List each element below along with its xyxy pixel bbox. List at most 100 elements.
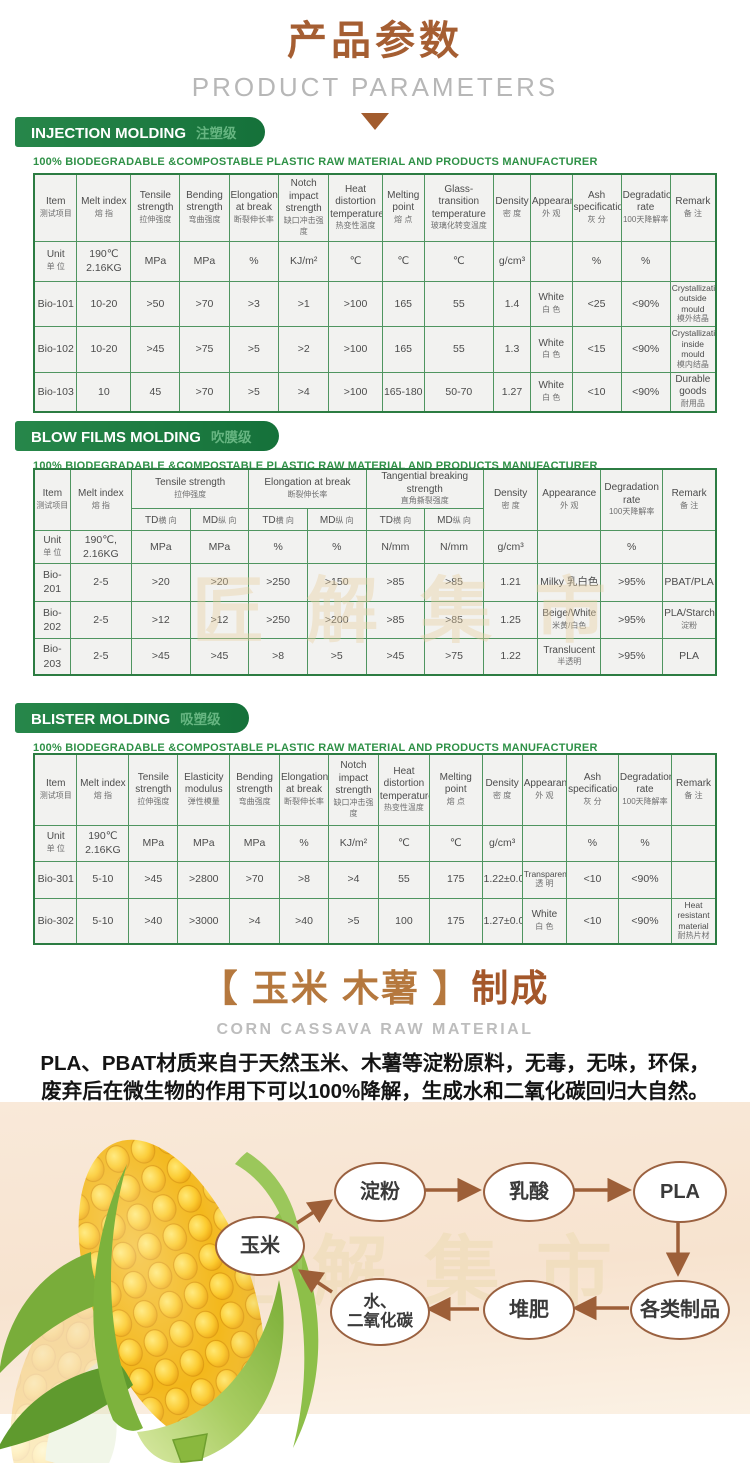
table-cell: Tensile strength 拉伸强度 bbox=[130, 173, 181, 242]
table-cell: >95% bbox=[600, 562, 664, 602]
table-cell: >45 bbox=[189, 637, 250, 676]
table-cell: Bio-102 bbox=[33, 326, 78, 373]
table-cell: % bbox=[600, 529, 664, 564]
table-cell bbox=[537, 529, 602, 564]
table-cell: >20 bbox=[131, 562, 191, 602]
table-cell: >75 bbox=[179, 326, 230, 373]
table-cell: <10 bbox=[571, 371, 622, 413]
corn-illustration bbox=[0, 1139, 319, 1463]
flow-node-pla: PLA bbox=[633, 1161, 727, 1223]
table-cell: Tangential breaking strength 直角撕裂强度 bbox=[365, 468, 484, 509]
section-tagline: 100% BIODEGRADABLE &COMPOSTABLE PLASTIC … bbox=[33, 156, 598, 168]
table-cell: Tensile strength 拉伸强度 bbox=[128, 753, 179, 826]
section-badge-en: BLISTER MOLDING bbox=[31, 711, 171, 728]
material-title: 【 玉米 木薯 】制成 bbox=[0, 958, 750, 1012]
table-cell: Unit 单 位 bbox=[33, 824, 78, 862]
table-cell: % bbox=[617, 824, 673, 862]
flow-node-lactic: 乳酸 bbox=[483, 1162, 575, 1222]
table-cell: % bbox=[228, 240, 280, 282]
corn-cob bbox=[78, 1139, 265, 1446]
table-cell bbox=[669, 240, 717, 282]
section-injection-molding: INJECTION MOLDING 注塑级 100% BIODEGRADABLE … bbox=[15, 117, 598, 168]
table-cell: MPa bbox=[179, 240, 230, 282]
flow-node-starch: 淀粉 bbox=[334, 1162, 426, 1222]
table-cell: 1.22±0.03 bbox=[481, 860, 523, 899]
blow-films-molding-table: Item 测试项目 Melt index 熔 指 Tensile strength 拉伸强… bbox=[33, 468, 717, 677]
table-cell: Bio-103 bbox=[33, 371, 78, 413]
table-cell: 55 bbox=[377, 860, 431, 899]
table-cell: PLA/Starch 淀粉 bbox=[662, 600, 717, 639]
table-cell: >12 bbox=[189, 600, 250, 639]
table-cell: % bbox=[306, 529, 367, 564]
table-cell: TD横 向 bbox=[131, 507, 191, 531]
table-cell: MPa bbox=[131, 529, 191, 564]
table-cell: >5 bbox=[328, 897, 379, 945]
table-cell: >100 bbox=[328, 280, 383, 328]
table-cell: TD横 向 bbox=[365, 507, 426, 531]
table-cell: 100 bbox=[377, 897, 431, 945]
table-cell: <15 bbox=[571, 326, 622, 373]
table-cell: >70 bbox=[179, 371, 230, 413]
table-cell: 190℃ 2.16KG bbox=[76, 824, 130, 862]
table-cell: MPa bbox=[130, 240, 181, 282]
table-cell bbox=[529, 240, 573, 282]
table-cell: ℃ bbox=[377, 824, 431, 862]
table-cell: Elasticity modulus 弹性模量 bbox=[177, 753, 231, 826]
table-cell: >20 bbox=[189, 562, 250, 602]
page-title-cn: 产品参数 bbox=[287, 19, 463, 63]
table-cell: Remark 备 注 bbox=[662, 468, 717, 531]
table-cell: MD纵 向 bbox=[189, 507, 250, 531]
table-cell: 165 bbox=[381, 326, 425, 373]
table-cell: N/mm bbox=[365, 529, 426, 564]
injection-molding-table: Item 测试项目 Melt index 熔 指 Tensile strength 拉伸强… bbox=[33, 173, 717, 413]
table-cell: Bio-301 bbox=[33, 860, 78, 899]
page-title-en: PRODUCT PARAMETERS bbox=[191, 72, 559, 102]
table-cell: Bending strength 弯曲强度 bbox=[179, 173, 230, 242]
page-header: 产品参数 PRODUCT PARAMETERS bbox=[0, 8, 750, 130]
table-cell bbox=[671, 824, 717, 862]
table-cell: >2 bbox=[278, 326, 330, 373]
table-cell: Melting point 熔 点 bbox=[429, 753, 483, 826]
section-badge: BLISTER MOLDING 吸塑级 bbox=[15, 703, 249, 733]
table-cell: MPa bbox=[128, 824, 179, 862]
table-cell: Melt index 熔 指 bbox=[76, 173, 132, 242]
table-cell bbox=[671, 860, 717, 899]
table-cell: >85 bbox=[424, 600, 484, 639]
table-cell: Unit 单 位 bbox=[33, 529, 71, 564]
table-cell: ℃ bbox=[381, 240, 425, 282]
table-cell: >8 bbox=[248, 637, 308, 676]
table-cell: 55 bbox=[423, 326, 495, 373]
table-cell: >45 bbox=[365, 637, 426, 676]
table-cell: N/mm bbox=[424, 529, 484, 564]
table-cell: 2-5 bbox=[69, 562, 133, 602]
lifecycle-visual: 玉米 淀粉 乳酸 PLA 各类制品 堆肥 水、 二氧化碳 bbox=[0, 1102, 750, 1463]
table-cell: Melting point 熔 点 bbox=[381, 173, 425, 242]
table-cell: Remark 备 注 bbox=[671, 753, 717, 826]
flow-node-compost: 堆肥 bbox=[483, 1280, 575, 1340]
table-cell: 1.3 bbox=[493, 326, 531, 373]
section-badge-cn: 注塑级 bbox=[196, 126, 237, 141]
table-cell: Density 密 度 bbox=[493, 173, 531, 242]
table-cell: >200 bbox=[306, 600, 367, 639]
table-cell: 2-5 bbox=[69, 637, 133, 676]
table-cell: <90% bbox=[617, 860, 673, 899]
table-cell: 165 bbox=[381, 280, 425, 328]
table-cell: >12 bbox=[131, 600, 191, 639]
table-cell: Density 密 度 bbox=[481, 753, 523, 826]
table-cell: >5 bbox=[228, 371, 280, 413]
table-cell: White 白 色 bbox=[529, 326, 573, 373]
table-cell: % bbox=[278, 824, 330, 862]
table-cell: >8 bbox=[278, 860, 330, 899]
table-cell: Milky 乳白色 bbox=[537, 562, 602, 602]
table-cell: 10-20 bbox=[76, 280, 132, 328]
table-cell: 2-5 bbox=[69, 600, 133, 639]
raw-material-section: 【 玉米 木薯 】制成 CORN CASSAVA RAW MATERIAL PL… bbox=[0, 958, 750, 1107]
table-cell: >2800 bbox=[177, 860, 231, 899]
table-cell: Item 测试项目 bbox=[33, 173, 78, 242]
table-cell: <25 bbox=[571, 280, 622, 328]
table-cell: >3 bbox=[228, 280, 280, 328]
flow-arrows bbox=[296, 1177, 691, 1322]
table-cell: Density 密 度 bbox=[482, 468, 539, 531]
